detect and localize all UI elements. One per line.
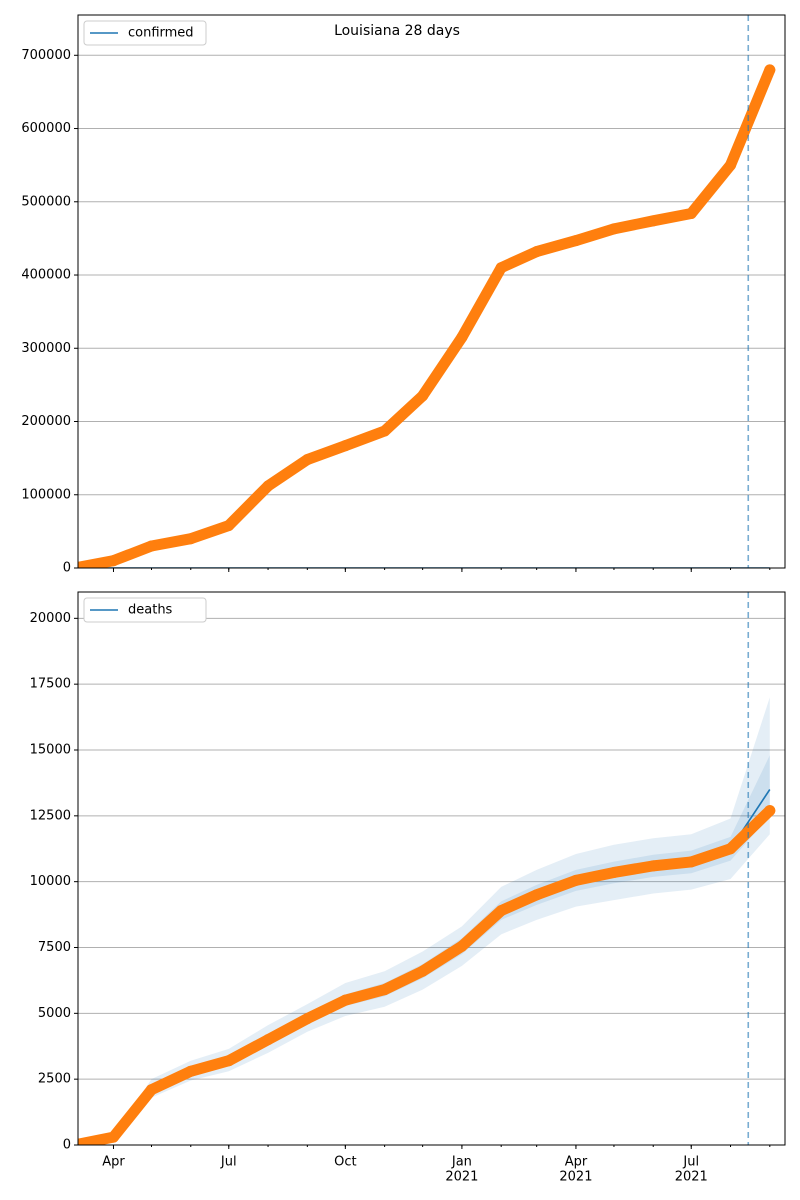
y-tick-label: 20000 [30,611,71,626]
legend-box [83,20,207,46]
x-tick-year: 2021 [445,1170,478,1185]
panel: 0 100000 200000 300000 400000 500000 600000 700… [21,14,786,576]
axes-frame [77,591,786,1146]
observed-point [107,1131,119,1143]
observed-point [339,994,351,1006]
y-tick-label: 7500 [38,940,71,955]
observed-point [764,805,776,817]
observed-point [185,1065,197,1077]
observed-point [456,331,468,343]
observed-point [647,215,659,227]
observed-point [417,965,429,977]
y-tick-label: 0 [63,561,71,576]
y-tick-label: 500000 [21,194,71,209]
observed-point [495,905,507,917]
observed-point [685,207,697,219]
observed-point [764,64,776,76]
observed-point [223,520,235,532]
observed-point [685,856,697,868]
observed-point [531,246,543,258]
uncertainty-band [78,755,770,1145]
y-tick-label: 300000 [21,341,71,356]
x-tick-label: Apr [565,1155,588,1170]
x-tick-year: 2021 [675,1170,708,1185]
x-tick-year: 2021 [559,1170,592,1185]
y-tick-label: 100000 [21,487,71,502]
y-tick-label: 10000 [30,874,71,889]
observed-point [223,1055,235,1067]
observed-point [145,1084,157,1096]
y-tick-label: 2500 [38,1072,71,1087]
x-tick-label: Jul [682,1155,699,1170]
observed-point [301,454,313,466]
x-tick-label: Oct [334,1155,356,1170]
legend-label: confirmed [128,26,194,41]
x-tick-label: Jan [451,1155,472,1170]
observed-point [608,223,620,235]
observed-point [339,440,351,452]
observed-point [262,1034,274,1046]
observed-point [379,425,391,437]
observed-point [379,984,391,996]
observed-point [456,940,468,952]
observed-point [725,843,737,855]
observed-point [570,235,582,247]
observed-point [608,866,620,878]
chart-title: Louisiana 28 days [334,23,460,39]
axes-frame [77,14,786,569]
observed-point [301,1013,313,1025]
y-tick-label: 5000 [38,1006,71,1021]
x-tick-label: Apr [102,1155,125,1170]
observed-trail [78,64,776,568]
plot-area [78,64,776,568]
panel: 0 2500 5000 7500 10000 12500 15000 17500 20000 Ap… [30,591,786,1185]
y-tick-label: 700000 [21,48,71,63]
observed-point [495,262,507,274]
y-tick-label: 12500 [30,808,71,823]
y-tick-label: 0 [63,1138,71,1153]
plot-area [78,697,776,1145]
observed-point [647,860,659,872]
observed-point [417,390,429,402]
y-tick-label: 600000 [21,121,71,136]
y-tick-label: 15000 [30,743,71,758]
legend-label: deaths [128,603,173,618]
y-tick-label: 200000 [21,414,71,429]
x-tick-label: Jul [220,1155,237,1170]
y-tick-label: 400000 [21,268,71,283]
observed-point [725,159,737,171]
observed-point [570,874,582,886]
observed-point [531,889,543,901]
observed-point [107,555,119,567]
observed-point [145,540,157,552]
observed-point [262,480,274,492]
observed-point [185,533,197,545]
legend-box [83,597,207,623]
y-tick-label: 17500 [30,677,71,692]
